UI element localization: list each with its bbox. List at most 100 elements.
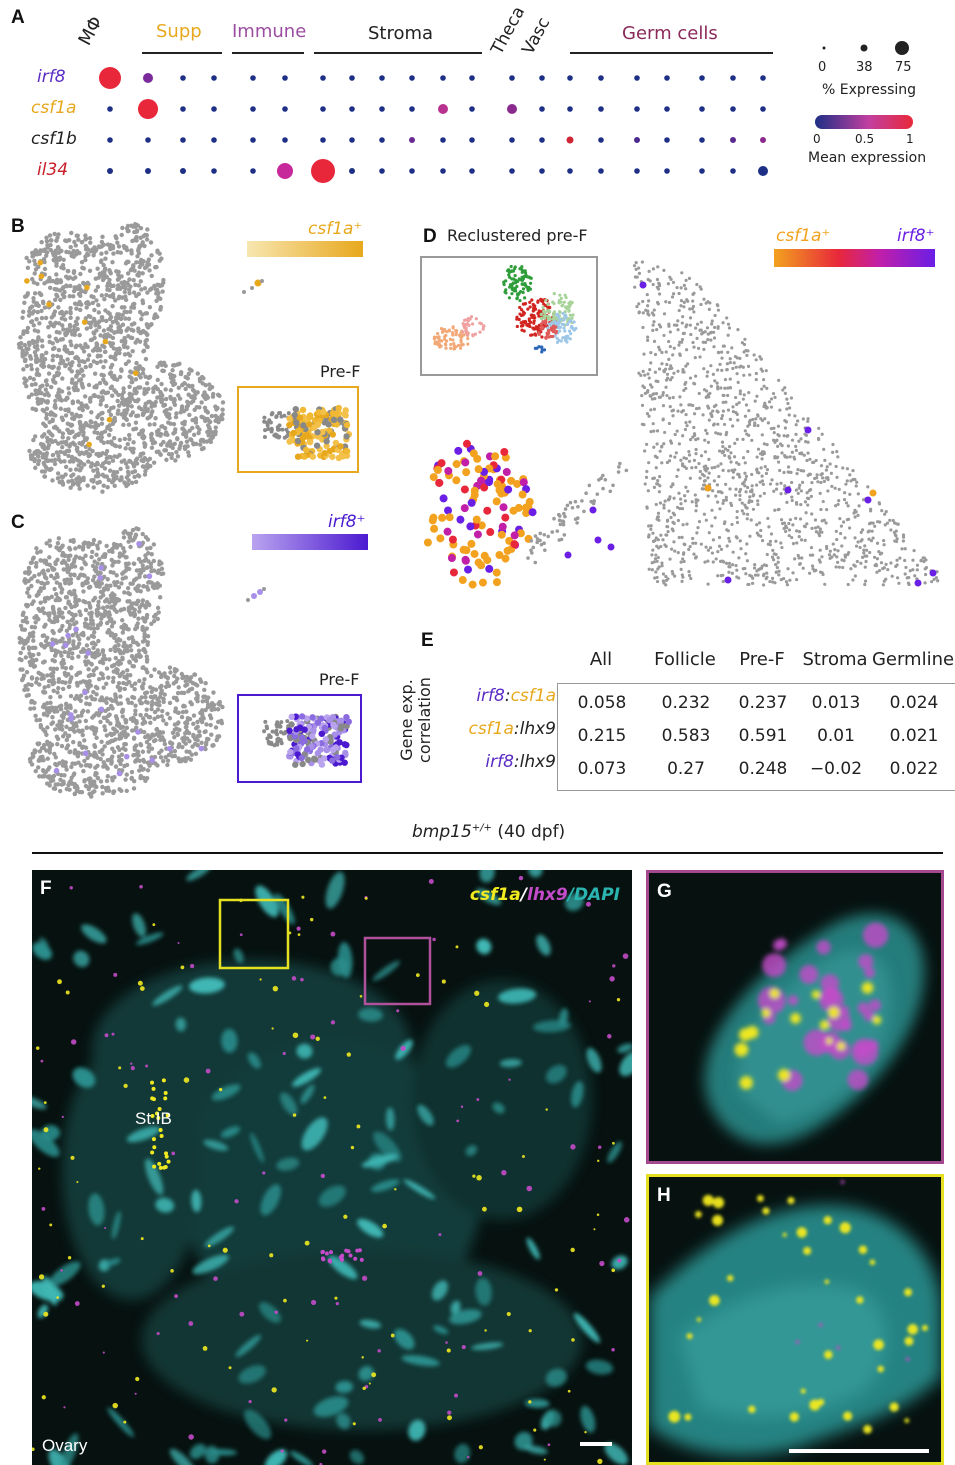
umap-c-cell xyxy=(155,714,161,719)
umap-b-cell xyxy=(29,382,35,387)
umap-c-cell xyxy=(138,712,143,718)
umap-c-cell xyxy=(92,630,97,635)
umap-c-pos-cell xyxy=(136,540,142,547)
dot-il34-4 xyxy=(250,168,256,174)
umap-c-cell xyxy=(44,732,49,737)
umap-c-cell xyxy=(56,597,61,603)
umap-c-cell xyxy=(107,657,112,662)
umap-b-cell xyxy=(56,305,61,310)
umap-c-cell xyxy=(50,628,55,634)
recluster-cell xyxy=(558,293,562,297)
umap-b-cell xyxy=(132,474,137,480)
umap-d-cell xyxy=(732,455,737,459)
umap-d-cell xyxy=(664,350,668,354)
umap-b-cell xyxy=(117,312,122,317)
umap-d-cell xyxy=(676,328,680,332)
umap-c-cell xyxy=(168,670,173,675)
size-legend-dot-large xyxy=(895,41,909,55)
umap-b-cell xyxy=(36,303,41,309)
umap-b-cell xyxy=(120,312,125,318)
umap-b-cell xyxy=(29,276,35,282)
umap-b-cell xyxy=(88,362,93,368)
umap-c-cell xyxy=(125,626,130,632)
recluster-cell xyxy=(502,280,506,284)
umap-b-cell xyxy=(59,479,64,485)
umap-c-cell xyxy=(36,606,41,612)
recluster-cell xyxy=(534,326,538,330)
umap-c-cell xyxy=(45,568,51,573)
umap-c-cell xyxy=(82,758,87,764)
umap-b-cell xyxy=(153,384,158,389)
dot-csf1a-18 xyxy=(699,106,705,112)
umap-c-pos-cell xyxy=(97,574,104,581)
umap-c-cell xyxy=(38,671,43,677)
umap-b-cell xyxy=(68,305,73,311)
umap-b-cell xyxy=(130,410,135,415)
umap-c-cell xyxy=(49,721,54,727)
umap-c-pos-cell xyxy=(116,770,123,777)
umap-d-cell xyxy=(794,516,798,520)
umap-c-cell xyxy=(121,546,126,551)
umap-b-cell xyxy=(142,440,147,446)
umap-b-cell xyxy=(48,247,54,253)
inset-c-cell xyxy=(303,746,311,753)
umap-b-cell xyxy=(176,393,181,398)
recluster-cell xyxy=(511,269,516,273)
umap-c-cell xyxy=(155,585,160,590)
umap-c-cell xyxy=(23,683,28,689)
umap-b-cell xyxy=(129,480,135,486)
umap-c-cell xyxy=(59,719,65,724)
umap-d-cell xyxy=(660,350,664,355)
umap-d-cell xyxy=(738,392,742,396)
umap-b-cell xyxy=(66,479,71,484)
umap-c-cell xyxy=(104,696,110,701)
umap-c-cell xyxy=(86,667,91,672)
umap-b-cell xyxy=(100,395,105,400)
umap-c-cell xyxy=(118,608,123,613)
umap-c-cell xyxy=(153,612,158,618)
category-germ-line xyxy=(570,52,773,54)
umap-c-cell xyxy=(188,675,194,680)
inset-c-cell xyxy=(262,729,267,734)
umap-c-cell xyxy=(153,694,158,699)
umap-c-cell xyxy=(103,727,108,733)
umap-c-cell xyxy=(64,628,70,634)
umap-d-cell xyxy=(895,558,899,562)
umap-c-cell xyxy=(113,714,119,719)
umap-b-cell xyxy=(72,381,77,386)
umap-b-cell xyxy=(108,468,113,473)
umap-d-cell xyxy=(690,466,694,470)
dot-il34-9 xyxy=(409,168,415,174)
umap-b-cell xyxy=(168,406,173,411)
umap-b-cell xyxy=(158,307,163,312)
umap-b-cell xyxy=(116,329,121,334)
category-stroma: Stroma xyxy=(368,23,434,44)
umap-c-cell xyxy=(130,663,135,669)
umap-b-cell xyxy=(146,262,152,267)
dot-csf1a-0 xyxy=(107,106,113,112)
umap-b-cell xyxy=(125,271,131,276)
umap-c-cell xyxy=(50,606,56,612)
umap-b-cell xyxy=(145,408,150,414)
umap-c-cell xyxy=(152,709,158,715)
umap-d-cell xyxy=(767,525,771,529)
dot-csf1b-2 xyxy=(180,137,186,143)
umap-c-cell xyxy=(44,541,49,546)
umap-b-cell xyxy=(149,432,154,437)
umap-c-cell xyxy=(120,630,126,635)
umap-b-cell xyxy=(83,243,88,249)
umap-c-cell xyxy=(170,730,176,736)
umap-b-cell xyxy=(63,464,69,470)
umap-b-cell xyxy=(42,474,47,479)
umap-b-cell xyxy=(53,398,58,404)
umap-c-cell xyxy=(92,713,97,718)
umap-b-cell xyxy=(21,367,26,372)
umap-c-cell xyxy=(59,772,64,778)
umap-b-cell xyxy=(77,332,82,338)
umap-b-cell xyxy=(46,324,51,330)
umap-d-cell xyxy=(727,444,732,449)
umap-d-cell xyxy=(676,518,680,523)
umap-b-cell xyxy=(147,304,153,310)
umap-c-cell xyxy=(50,567,56,572)
umap-b-cell xyxy=(42,247,47,252)
